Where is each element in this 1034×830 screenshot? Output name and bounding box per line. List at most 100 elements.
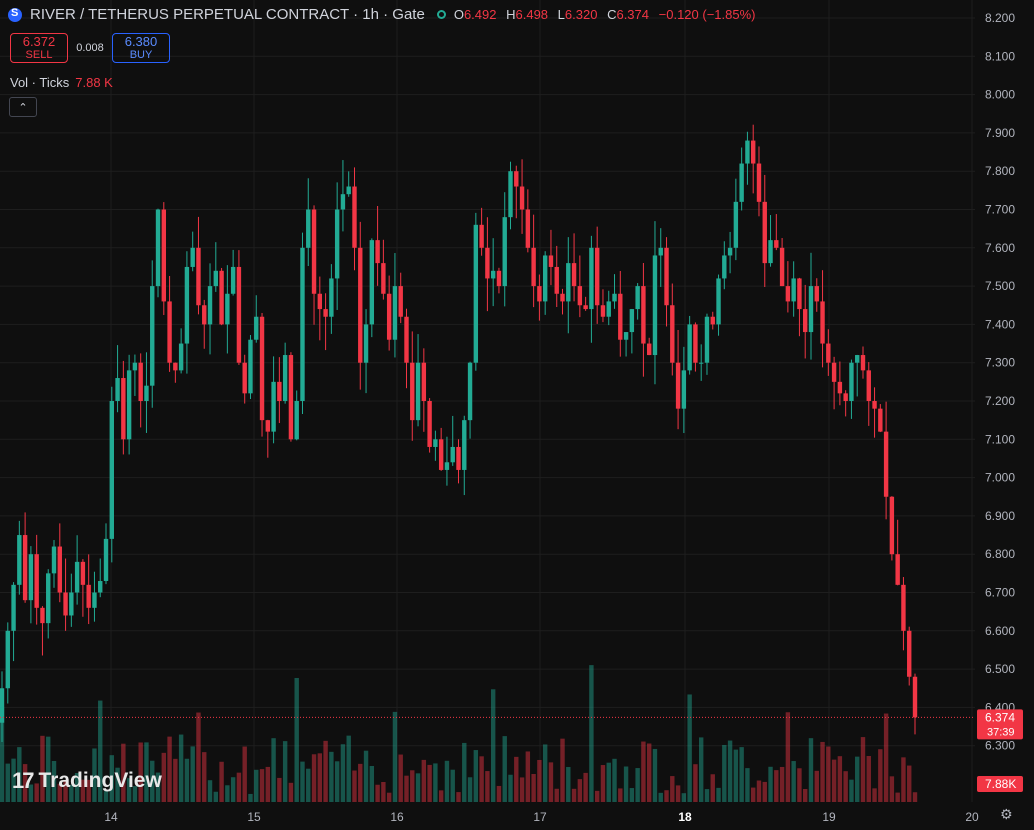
buy-button[interactable]: 6.380 BUY bbox=[112, 33, 170, 63]
y-tick-label: 7.500 bbox=[985, 279, 1015, 293]
candle bbox=[80, 561, 86, 585]
x-tick-label: 18 bbox=[678, 810, 692, 824]
candle bbox=[242, 362, 247, 394]
volume-tag-label: 7.88K bbox=[985, 777, 1016, 791]
x-tick-label: 15 bbox=[247, 810, 261, 824]
y-tick-label: 6.800 bbox=[985, 547, 1015, 561]
change-value: −0.120 (−1.85%) bbox=[658, 7, 756, 22]
candle bbox=[831, 362, 837, 382]
candle bbox=[745, 140, 750, 164]
volume-bar bbox=[57, 783, 62, 802]
volume-label: Vol · Ticks bbox=[10, 75, 70, 90]
candle bbox=[727, 247, 733, 256]
volume-bar bbox=[381, 781, 386, 802]
open-value: 6.492 bbox=[463, 7, 497, 22]
volume-bar bbox=[623, 766, 629, 802]
x-tick-label: 16 bbox=[390, 810, 404, 824]
candle bbox=[369, 240, 375, 325]
candle bbox=[907, 630, 912, 677]
candle bbox=[571, 263, 577, 287]
candle bbox=[722, 255, 727, 279]
volume-bar bbox=[733, 749, 739, 802]
candle bbox=[444, 462, 450, 470]
spread-value: 0.008 bbox=[76, 42, 104, 54]
volume-bar bbox=[34, 783, 39, 802]
candle bbox=[184, 266, 190, 344]
symbol-title[interactable]: RIVER / TETHERUS PERPETUAL CONTRACT · 1h… bbox=[30, 6, 425, 23]
candle bbox=[537, 286, 542, 302]
volume-bar bbox=[207, 780, 213, 802]
volume-bar bbox=[363, 750, 369, 802]
volume-bar bbox=[508, 774, 513, 802]
candle bbox=[646, 343, 652, 356]
candle bbox=[687, 324, 692, 371]
chevron-up-icon: ⌃ bbox=[18, 101, 28, 114]
volume-bar bbox=[872, 788, 877, 802]
y-tick-label: 7.700 bbox=[985, 203, 1015, 217]
candle bbox=[704, 316, 710, 363]
candle bbox=[346, 186, 351, 195]
volume-bar bbox=[901, 757, 906, 802]
tradingview-logo[interactable]: 17 TradingView bbox=[12, 768, 162, 794]
volume-bar bbox=[727, 740, 733, 802]
volume-bar bbox=[103, 791, 109, 802]
volume-bar bbox=[40, 735, 45, 802]
volume-bar bbox=[404, 775, 409, 802]
last-price-tag bbox=[977, 709, 1023, 740]
volume-bar bbox=[768, 766, 773, 802]
volume-bar bbox=[259, 769, 265, 802]
candle bbox=[352, 186, 357, 248]
candle bbox=[126, 370, 132, 440]
candle bbox=[155, 209, 161, 287]
volume-tag bbox=[977, 776, 1023, 792]
low-value: 6.320 bbox=[564, 7, 598, 22]
candle bbox=[594, 247, 600, 306]
volume-bar bbox=[912, 792, 918, 802]
candle bbox=[485, 247, 490, 279]
candle bbox=[329, 278, 334, 317]
volume-bar bbox=[184, 758, 190, 802]
candle bbox=[808, 286, 814, 333]
candle bbox=[467, 362, 473, 421]
candle bbox=[144, 385, 149, 401]
candle bbox=[115, 378, 120, 401]
volume-bar bbox=[248, 793, 253, 802]
candle bbox=[40, 607, 45, 624]
volume-bar bbox=[86, 779, 91, 802]
candle bbox=[912, 676, 918, 718]
candle bbox=[167, 301, 172, 363]
collapse-legend-button[interactable]: ⌃ bbox=[9, 97, 37, 117]
y-tick-label: 8.000 bbox=[985, 88, 1015, 102]
volume-bar bbox=[155, 772, 161, 802]
volume-bar bbox=[693, 764, 698, 802]
candle bbox=[542, 255, 548, 302]
y-tick-label: 6.900 bbox=[985, 509, 1015, 523]
x-tick-label: 20 bbox=[965, 810, 979, 824]
volume-bar bbox=[479, 756, 484, 802]
volume-bar bbox=[837, 756, 843, 802]
volume-bar bbox=[866, 755, 871, 802]
volume-bar bbox=[560, 738, 565, 802]
high-label: H bbox=[506, 7, 516, 22]
sell-label: SELL bbox=[25, 49, 53, 61]
volume-bar bbox=[22, 764, 28, 802]
volume-bar bbox=[600, 765, 606, 802]
sell-price: 6.372 bbox=[22, 34, 56, 49]
buy-label: BUY bbox=[129, 49, 153, 61]
x-tick-label: 19 bbox=[822, 810, 836, 824]
volume-bar bbox=[751, 787, 756, 802]
volume-bar bbox=[878, 749, 883, 802]
volume-bar bbox=[704, 789, 710, 802]
candle bbox=[103, 538, 109, 582]
sell-button[interactable]: 6.372 SELL bbox=[10, 33, 68, 63]
candle bbox=[132, 362, 138, 371]
candle bbox=[774, 240, 779, 248]
candle bbox=[248, 339, 253, 394]
buy-price: 6.380 bbox=[124, 34, 158, 49]
y-tick-label: 7.300 bbox=[985, 356, 1015, 370]
volume-bar bbox=[849, 779, 854, 802]
candle bbox=[508, 171, 513, 218]
gear-icon[interactable]: ⚙ bbox=[1000, 806, 1013, 822]
candle bbox=[803, 309, 808, 333]
